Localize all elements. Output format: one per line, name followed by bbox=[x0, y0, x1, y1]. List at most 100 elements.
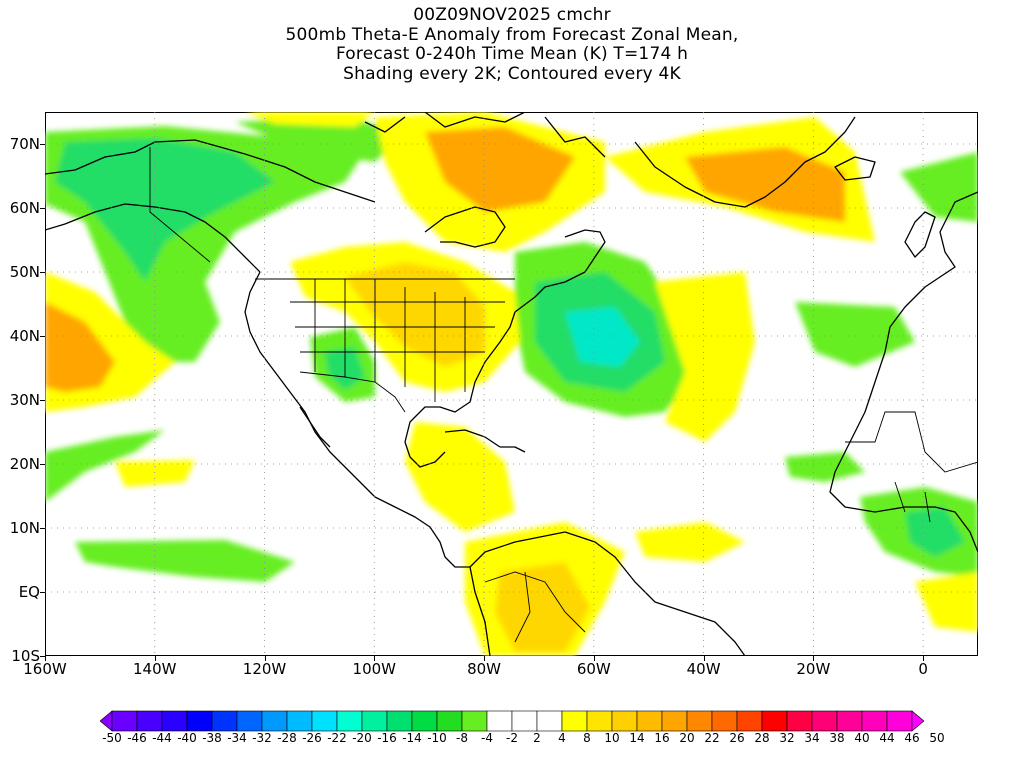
lat-label-60n: 60N bbox=[9, 199, 40, 217]
pos-anomaly-ne-pacific-core bbox=[45, 302, 115, 392]
colorbar-swatch bbox=[811, 710, 838, 732]
lat-tick bbox=[40, 592, 45, 593]
title-line-variable: 500mb Theta-E Anomaly from Forecast Zona… bbox=[285, 24, 739, 45]
colorbar-swatch bbox=[761, 710, 788, 732]
lon-tick bbox=[484, 656, 485, 661]
colorbar-swatch bbox=[336, 710, 363, 732]
lon-tick bbox=[265, 656, 266, 661]
colorbar-label: 34 bbox=[804, 731, 820, 745]
lat-tick bbox=[40, 656, 45, 657]
lon-tick bbox=[594, 656, 595, 661]
colorbar-swatch bbox=[161, 710, 188, 732]
colorbar-swatch bbox=[661, 710, 688, 732]
lon-label-100w: 100W bbox=[352, 660, 397, 678]
lon-label-140w: 140W bbox=[133, 660, 177, 678]
lat-label-70n: 70N bbox=[9, 135, 40, 153]
colorbar-swatch bbox=[186, 710, 213, 732]
colorbar-label: -4 bbox=[481, 731, 493, 745]
plot-title: 00Z09NOV2025 cmchr 500mb Theta-E Anomaly… bbox=[0, 5, 1024, 84]
colorbar-swatch bbox=[136, 710, 163, 732]
lat-label-10n: 10N bbox=[9, 519, 40, 537]
lat-label-20n: 20N bbox=[9, 455, 40, 473]
lat-tick bbox=[40, 208, 45, 209]
colorbar-label: -16 bbox=[377, 731, 397, 745]
lon-tick bbox=[813, 656, 814, 661]
lon-tick bbox=[704, 656, 705, 661]
neg-anomaly-arctic-strip bbox=[235, 117, 405, 162]
lon-tick bbox=[923, 656, 924, 661]
pos-anomaly-e-pacific-trop bbox=[115, 460, 195, 487]
coast-central-america bbox=[444, 556, 470, 568]
colorbar-label: -20 bbox=[352, 731, 372, 745]
colorbar-swatch bbox=[711, 710, 738, 732]
colorbar-label: -26 bbox=[302, 731, 322, 745]
colorbar-label: -28 bbox=[277, 731, 297, 745]
colorbar-arrow-high bbox=[911, 710, 924, 732]
colorbar-label: 44 bbox=[879, 731, 895, 745]
colorbar-swatch bbox=[586, 710, 613, 732]
lat-label-50n: 50N bbox=[9, 263, 40, 281]
lon-tick bbox=[374, 656, 375, 661]
colorbar-swatch bbox=[211, 710, 238, 732]
coastlines bbox=[45, 112, 978, 656]
colorbar-swatch bbox=[111, 710, 138, 732]
lat-lon-gridlines bbox=[45, 112, 978, 656]
coast-hispaniola bbox=[500, 446, 526, 453]
colorbar-swatch bbox=[536, 710, 563, 732]
colorbar-label: -34 bbox=[227, 731, 247, 745]
colorbar bbox=[100, 710, 924, 732]
neg-anomaly-alaska-core bbox=[55, 138, 275, 282]
lat-tick bbox=[40, 272, 45, 273]
coast-alaska-n bbox=[45, 139, 376, 203]
coast-iceland bbox=[834, 156, 876, 181]
colorbar-swatch bbox=[486, 710, 513, 732]
border-us-states-a bbox=[290, 301, 505, 353]
pos-anomaly-caribbean bbox=[405, 422, 515, 532]
colorbar-swatch bbox=[436, 710, 463, 732]
political-borders bbox=[149, 147, 978, 643]
lon-label-120w: 120W bbox=[242, 660, 287, 678]
colorbar-label: 20 bbox=[679, 731, 695, 745]
neg-anomaly-w-pacific-b bbox=[75, 540, 295, 582]
lat-tick bbox=[40, 528, 45, 529]
lon-label-40w: 40W bbox=[686, 660, 721, 678]
colorbar-swatch bbox=[611, 710, 638, 732]
colorbar-swatch bbox=[561, 710, 588, 732]
colorbar-label: 38 bbox=[829, 731, 845, 745]
coast-s-america bbox=[469, 531, 746, 656]
lat-tick bbox=[40, 144, 45, 145]
colorbar-label: 4 bbox=[558, 731, 566, 745]
anomaly-shading bbox=[45, 112, 978, 656]
neg-anomaly-e-atlantic-trop bbox=[785, 452, 865, 482]
lon-label-80w: 80W bbox=[467, 660, 501, 678]
title-line-run: 00Z09NOV2025 cmchr bbox=[413, 5, 611, 25]
colorbar-swatch bbox=[511, 710, 538, 732]
colorbar-swatch bbox=[236, 710, 263, 732]
pos-anomaly-trop-atlantic bbox=[635, 522, 745, 562]
colorbar-swatch bbox=[686, 710, 713, 732]
lon-label-160w: 160W bbox=[23, 660, 67, 678]
colorbar-swatch bbox=[736, 710, 763, 732]
neg-anomaly-w-pacific-a bbox=[45, 430, 165, 502]
pos-anomaly-central-us-core bbox=[345, 262, 485, 367]
lat-tick bbox=[40, 464, 45, 465]
lon-tick bbox=[45, 656, 46, 661]
neg-anomaly-europe-ne bbox=[900, 152, 978, 222]
map-plot bbox=[45, 112, 978, 656]
pos-anomaly-se-atlantic bbox=[915, 572, 978, 632]
pos-anomaly-central-atlantic bbox=[655, 272, 755, 442]
colorbar-arrow-low bbox=[100, 710, 113, 732]
coast-british-isles bbox=[904, 211, 936, 258]
lat-tick bbox=[40, 336, 45, 337]
colorbar-swatch bbox=[636, 710, 663, 732]
lon-tick bbox=[155, 656, 156, 661]
lat-label-eq: EQ bbox=[18, 583, 40, 601]
colorbar-label: -2 bbox=[506, 731, 518, 745]
title-line-shading: Shading every 2K; Contoured every 4K bbox=[343, 63, 681, 84]
border-s-america bbox=[484, 571, 586, 643]
colorbar-swatch bbox=[461, 710, 488, 732]
colorbar-label: -44 bbox=[152, 731, 172, 745]
colorbar-label: 28 bbox=[754, 731, 770, 745]
pos-anomaly-s-america-core bbox=[495, 562, 590, 652]
colorbar-swatch bbox=[886, 710, 913, 732]
